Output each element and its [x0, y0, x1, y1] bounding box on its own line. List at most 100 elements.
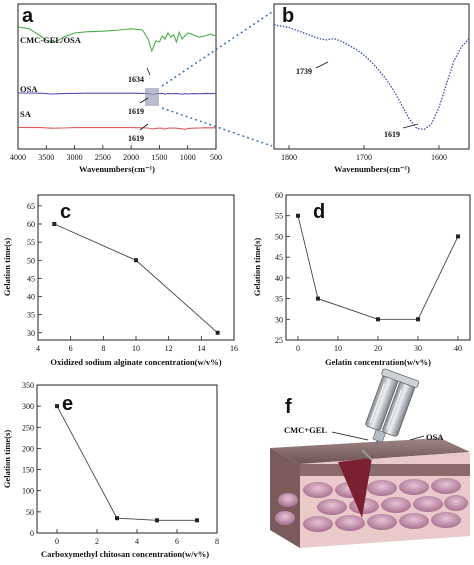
x-tick-label: 2 [95, 537, 99, 546]
annotation-leader-1619-osa [139, 97, 149, 104]
panel-label-c: c [60, 201, 71, 223]
series-line-cmc-gel-osa [17, 26, 217, 53]
x-axis-label-d: Gelatin concentration(w/v%) [325, 357, 431, 367]
y-tick-label: 25 [275, 336, 283, 345]
x-tick-label: 1700 [356, 153, 372, 162]
y-tick-label: 45 [275, 253, 283, 262]
x-tick-label: 30 [414, 344, 422, 353]
x-tick-label: 14 [197, 344, 205, 353]
data-point-d-2 [376, 317, 380, 322]
zoom-connector-bottom [161, 107, 273, 147]
y-tick-label: 50 [27, 256, 35, 265]
x-tick-label: 3000 [67, 153, 83, 162]
y-tick-label: 100 [22, 487, 34, 496]
x-tick-label: 8 [101, 344, 105, 353]
skin-top-surface [270, 438, 470, 464]
data-point-c-1 [134, 258, 138, 263]
y-tick-label: 300 [22, 402, 34, 411]
data-point-e-3 [195, 518, 199, 523]
panel-b: b 1800 1700 1600 Wavenumbers(cm⁻¹) 1739 16… [273, 3, 470, 174]
panel-c: c 4 6 8 10 12 14 16 30 35 40 45 50 55 60 65 Oxidized s… [2, 194, 238, 367]
double-syringe [365, 368, 420, 451]
x-axis-label-e: Carboxymethyl chitosan concentration(w/v… [41, 549, 209, 559]
data-point-c-0 [52, 222, 57, 226]
y-tick-label: 65 [27, 202, 35, 211]
x-tick-label: 6 [175, 537, 179, 546]
x-tick-label: 4 [135, 537, 139, 546]
y-tick-label: 40 [275, 274, 283, 283]
data-point-c-2 [215, 330, 220, 335]
y-tick-label: 55 [275, 212, 283, 221]
x-tick-label: 16 [230, 344, 238, 353]
label-leader-cmc-gel [331, 431, 369, 441]
x-tick-label: 10 [334, 344, 342, 353]
annotation-leader-1634 [146, 67, 151, 76]
x-tick-label: 0 [55, 537, 59, 546]
x-tick-label: 10 [132, 344, 140, 353]
y-tick-label: 0 [30, 529, 34, 538]
plot-frame-e [36, 384, 218, 534]
panel-label-a: a [22, 5, 34, 27]
x-axis-label-b: Wavenumbers(cm⁻¹) [334, 164, 410, 174]
x-axis-label-a: Wavenumbers(cm⁻¹) [79, 164, 155, 174]
label-cmc-gel: CMC+GEL [284, 425, 327, 435]
y-axis-label-e: Gelation time(s) [2, 430, 12, 488]
y-tick-label: 60 [275, 191, 283, 200]
cell-layer [275, 478, 468, 532]
data-point-d-3 [416, 317, 420, 322]
y-tick-label: 55 [27, 238, 35, 247]
x-tick-label: 2000 [123, 153, 139, 162]
series-line-d [297, 215, 459, 320]
y-tick-label: 200 [22, 444, 34, 453]
x-tick-label: 1600 [431, 153, 447, 162]
series-line-c [54, 223, 218, 334]
annotation-1619-osa: 1619 [128, 107, 144, 116]
data-point-d-0 [296, 213, 300, 218]
y-tick-label: 35 [275, 295, 283, 304]
annotation-1739: 1739 [296, 67, 312, 76]
annotation-1619-b: 1619 [384, 130, 400, 139]
panel-a: a 4000 3500 3000 2500 2000 1500 1000 500 Wavenu… [10, 3, 273, 174]
x-tick-label: 12 [165, 344, 173, 353]
x-tick-label: 1500 [151, 153, 167, 162]
x-axis-label-c: Oxidized sodium alginate concentration(w… [50, 357, 221, 367]
panel-label-e: e [62, 393, 73, 415]
y-axis-label-d: Gelation time(s) [252, 238, 262, 296]
y-tick-label: 30 [275, 315, 283, 324]
x-tick-label: 2500 [95, 153, 111, 162]
x-tick-label: 6 [69, 344, 73, 353]
series-line-b [273, 24, 470, 131]
series-label-osa: OSA [20, 84, 38, 94]
label-leader-osa [409, 435, 425, 441]
y-tick-label: 35 [27, 311, 35, 320]
series-line-osa [17, 92, 217, 95]
y-tick-label: 150 [22, 466, 34, 475]
series-label-sa: SA [20, 109, 32, 119]
y-tick-label: 60 [27, 220, 35, 229]
x-tick-label: 40 [454, 344, 462, 353]
y-tick-label: 30 [27, 329, 35, 338]
annotation-1634: 1634 [128, 75, 144, 84]
annotation-leader-1619-sa [139, 123, 149, 131]
panel-e: e 0 2 4 6 8 0 50 100 150 200 250 300 350 Carboxymeth… [2, 381, 219, 559]
x-tick-label: 20 [374, 344, 382, 353]
y-tick-label: 50 [275, 232, 283, 241]
data-point-e-0 [55, 404, 59, 409]
panel-f-illustration: f [270, 368, 470, 548]
x-tick-label: 500 [210, 153, 222, 162]
needle-tip [361, 449, 373, 461]
x-tick-label: 0 [296, 344, 300, 353]
panel-d: d 0 10 20 30 40 25 30 35 40 45 50 55 60 Gelatin conc… [252, 191, 471, 367]
panel-label-d: d [313, 201, 325, 223]
x-tick-label: 4000 [10, 153, 26, 162]
epidermis-layer [300, 464, 470, 476]
zoom-connector-top [161, 11, 273, 87]
series-label-cmc-gel-osa: CMC-GEL/OSA [20, 35, 82, 45]
y-tick-label: 250 [22, 423, 34, 432]
y-axis-label-c: Gelation time(s) [2, 238, 12, 296]
y-tick-label: 350 [22, 381, 34, 390]
annotation-leader-1739 [315, 61, 329, 69]
panel-label-f: f [285, 396, 292, 418]
data-point-d-4 [456, 234, 460, 239]
